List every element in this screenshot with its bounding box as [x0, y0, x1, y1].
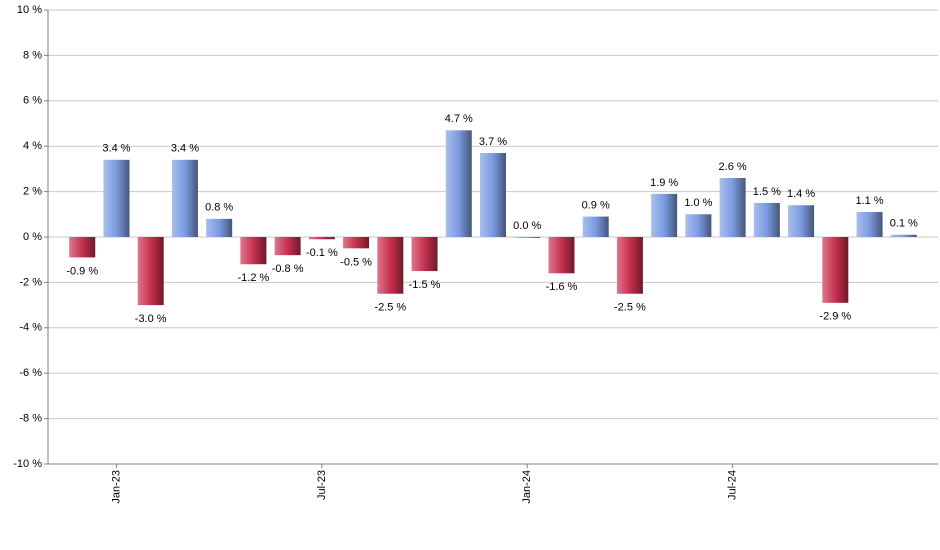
y-tick-label: -6 %	[19, 367, 42, 379]
bar	[69, 237, 96, 258]
bar	[651, 193, 678, 237]
bar	[616, 237, 643, 294]
x-tick-label: Jan-24	[521, 470, 533, 504]
value-label: 1.0 %	[684, 197, 712, 209]
value-label: 0.8 %	[205, 202, 233, 214]
x-tick-label: Jul-23	[316, 470, 328, 500]
bar	[240, 237, 267, 265]
value-label: 3.4 %	[102, 143, 130, 155]
x-tick-label: Jul-24	[727, 470, 739, 500]
value-label: 3.4 %	[171, 143, 199, 155]
value-label: -0.9 %	[66, 265, 98, 277]
value-label: 0.0 %	[513, 220, 541, 232]
value-label: -1.6 %	[546, 281, 578, 293]
value-label: 4.7 %	[445, 113, 473, 125]
bar	[411, 237, 438, 272]
value-label: 3.7 %	[479, 136, 507, 148]
bar	[480, 153, 506, 237]
y-tick-label: 2 %	[23, 186, 42, 198]
value-label: -2.5 %	[614, 302, 646, 314]
bar	[548, 237, 575, 274]
value-label: 1.1 %	[855, 195, 883, 207]
bar	[788, 205, 815, 237]
value-label: -0.5 %	[340, 256, 372, 268]
bar	[308, 237, 335, 240]
bar	[206, 218, 233, 237]
value-label: 0.9 %	[582, 199, 610, 211]
bar	[445, 130, 472, 237]
bar	[582, 216, 609, 237]
bar	[890, 234, 917, 237]
y-tick-label: -2 %	[19, 276, 42, 288]
value-label: 1.9 %	[650, 177, 678, 189]
bar	[685, 214, 712, 237]
value-label: -2.5 %	[374, 302, 406, 314]
value-label: -1.2 %	[237, 272, 269, 284]
bar	[171, 159, 198, 237]
bar	[856, 212, 883, 237]
value-label: -0.1 %	[306, 247, 338, 259]
value-label: 2.6 %	[719, 161, 747, 173]
y-tick-label: -4 %	[19, 322, 42, 334]
y-tick-label: -8 %	[19, 413, 42, 425]
value-label: 0.1 %	[890, 218, 918, 230]
y-tick-label: 10 %	[17, 4, 42, 16]
value-label: -3.0 %	[135, 313, 167, 325]
value-label: -2.9 %	[819, 311, 851, 323]
bar	[753, 202, 780, 237]
bar	[514, 237, 541, 238]
bar	[822, 237, 849, 303]
y-tick-label: 8 %	[23, 49, 42, 61]
bar	[103, 159, 130, 237]
bar	[137, 237, 164, 306]
bar	[377, 237, 404, 294]
x-tick-label: Jan-23	[110, 470, 122, 504]
value-label: 1.4 %	[787, 188, 815, 200]
y-tick-label: 4 %	[23, 140, 42, 152]
bar	[274, 237, 301, 256]
y-tick-label: 0 %	[23, 231, 42, 243]
value-label: -0.8 %	[272, 263, 304, 275]
y-tick-label: 6 %	[23, 95, 42, 107]
bar	[719, 177, 746, 237]
y-tick-label: -10 %	[13, 458, 42, 470]
bar	[343, 237, 370, 249]
value-label: -1.5 %	[409, 279, 441, 291]
value-label: 1.5 %	[753, 186, 781, 198]
